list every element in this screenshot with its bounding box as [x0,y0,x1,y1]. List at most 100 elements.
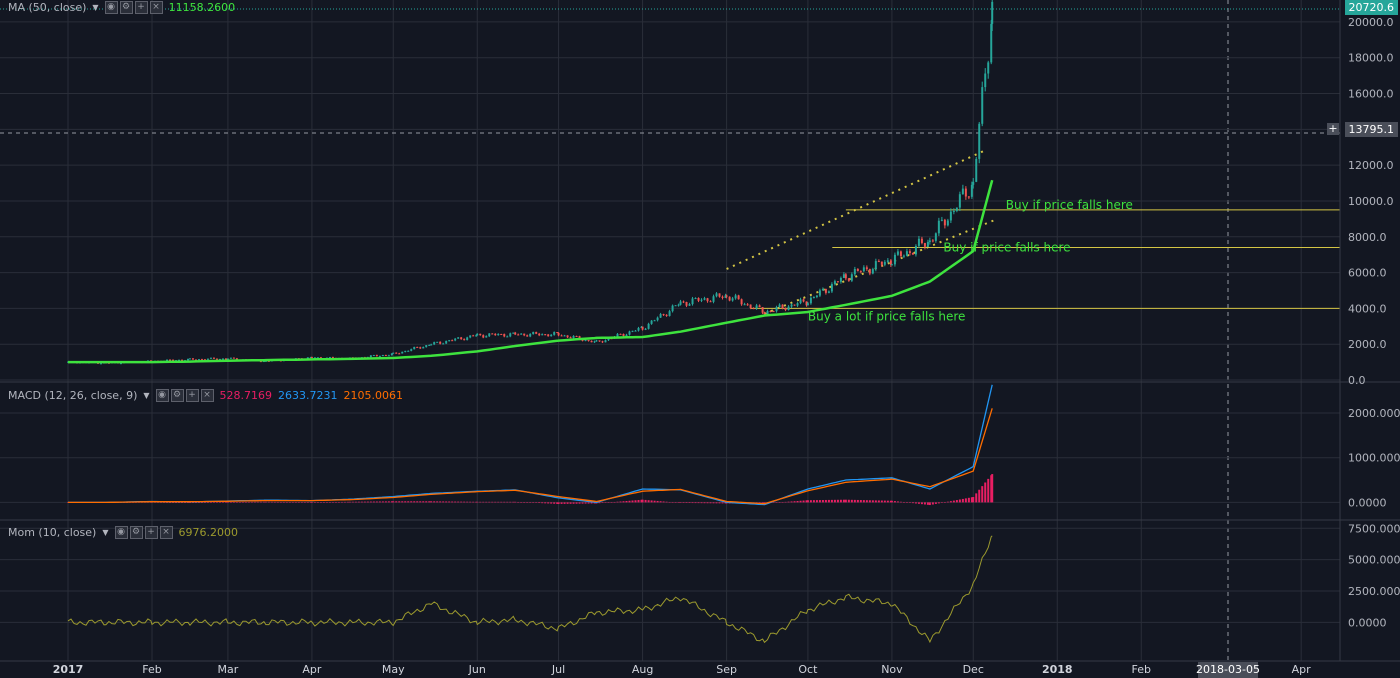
candle-body [226,358,229,360]
macd-hist-bar [544,502,547,504]
close-icon[interactable]: × [159,526,173,539]
macd-hist-bar [601,502,604,503]
x-tick-label: May [382,663,405,676]
candle-body [512,332,515,334]
candle-body [194,359,197,361]
ma-legend[interactable]: MA (50, close) ▼ ◉ ⚙ + × 11158.2600 [8,1,235,14]
chevron-down-icon[interactable]: ▼ [143,391,150,400]
macd-hist-bar [169,502,172,503]
macd-hist-bar [991,474,994,503]
gear-icon[interactable]: ⚙ [119,1,133,14]
macd-hist-bar [463,501,466,503]
macd-hist-bar [575,502,578,504]
macd-hist-bar [883,500,886,503]
macd-hist-bar [691,502,694,504]
eye-icon[interactable]: ◉ [104,1,118,14]
candle-body [991,1,994,24]
ma-value: 11158.2600 [168,1,236,14]
candle-body [375,355,378,357]
gear-icon[interactable]: ⚙ [129,526,143,539]
candle-body [746,304,749,306]
candle-body [232,357,235,359]
macd-hist-bar [538,502,541,504]
ma-line [68,179,994,364]
candle-body [931,240,934,242]
signal-value: 2105.0061 [343,389,404,402]
macd-hist-bar [631,500,634,503]
macd-hist-bar [637,500,640,503]
chevron-down-icon[interactable]: ▼ [102,528,109,537]
candle-body [598,340,601,342]
macd-hist-bar [479,501,482,503]
candle-body [700,299,703,301]
chevron-down-icon[interactable]: ▼ [92,3,99,12]
candle-body [890,264,893,266]
candle-body [949,211,952,221]
macd-hist-bar [987,478,990,503]
price-tick-label: 4000.0 [1348,302,1387,315]
candle-body [514,332,517,335]
macd-hist-bar [197,502,200,503]
macd-legend[interactable]: MACD (12, 26, close, 9) ▼ ◉ ⚙ + × 528.71… [8,389,403,402]
macd-hist-bar [587,502,590,504]
candle-body [541,334,544,336]
candle-body [691,298,694,305]
macd-hist-bar [491,501,494,503]
plus-icon[interactable]: + [134,1,148,14]
macd-hist-bar [961,498,964,503]
candle-body [937,220,940,234]
plus-icon[interactable]: + [185,389,199,402]
price-tick-label: 8000.0 [1348,231,1387,244]
candle-body [671,305,674,312]
candle-body [827,291,830,293]
candle-body [209,357,212,359]
candle-body [442,343,445,345]
candle-body [218,358,221,360]
mom-tick-label: 7500.0000 [1348,522,1400,535]
macd-hist-bar [346,501,349,503]
candle-body [836,281,839,283]
macd-hist-bar [877,500,880,503]
x-tick-label: Dec [963,663,984,676]
candle-body [781,304,784,309]
macd-hist-bar [378,501,381,503]
candle-body [769,310,772,312]
candle-body [824,289,827,293]
candle-body [634,330,637,332]
mom-legend[interactable]: Mom (10, close) ▼ ◉ ⚙ + × 6976.2000 [8,526,238,539]
macd-hist-bar [256,501,259,503]
candle-body [761,307,764,313]
close-icon[interactable]: × [200,389,214,402]
macd-hist-bar [303,502,306,503]
macd-hist-bar [581,502,584,504]
macd-hist-bar [419,501,422,503]
macd-hist-bar [512,501,515,503]
macd-hist-bar [806,500,809,503]
macd-hist-bar [163,502,166,503]
candle-body [407,350,410,352]
macd-hist-bar [775,502,778,503]
candle-body [547,334,550,337]
macd-label: MACD (12, 26, close, 9) [8,389,138,402]
candle-body [460,337,463,340]
macd-hist-bar [340,501,343,503]
macd-hist-bar [433,501,436,503]
candle-body [454,338,457,341]
close-icon[interactable]: × [149,1,163,14]
macd-hist-bar [494,501,497,503]
candle-body [369,355,372,358]
eye-icon[interactable]: ◉ [114,526,128,539]
macd-hist-bar [784,501,787,503]
macd-hist-bar [316,502,319,503]
x-tick-label: Apr [1292,663,1312,676]
gear-icon[interactable]: ⚙ [170,389,184,402]
eye-icon[interactable]: ◉ [155,389,169,402]
candle-body [476,333,479,336]
candle-body [943,219,946,226]
add-alert-icon[interactable]: + [1327,122,1339,135]
macd-hist-bar [476,501,479,503]
plus-icon[interactable]: + [144,526,158,539]
macd-hist-bar [328,502,331,503]
candle-body [844,274,847,279]
